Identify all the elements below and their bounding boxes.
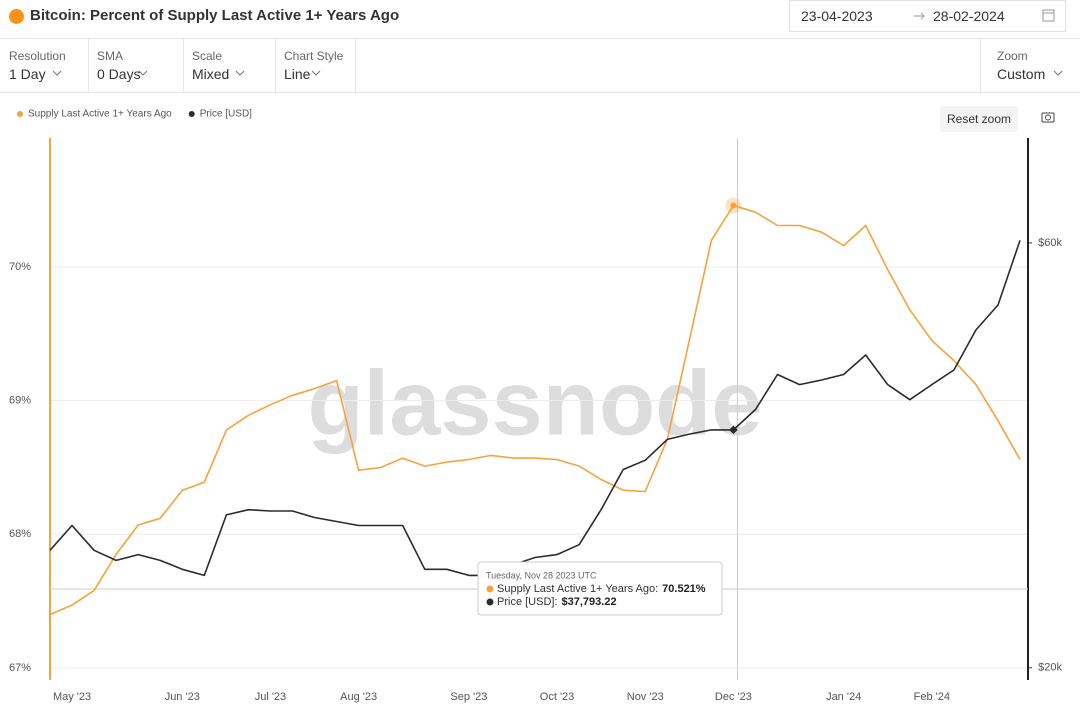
control-value: Custom <box>997 66 1046 82</box>
control-value: Line <box>284 66 311 82</box>
chevron <box>1053 70 1063 76</box>
x-tick-label: Jun '23 <box>165 691 200 703</box>
chevron-path <box>52 70 62 76</box>
chevron-path <box>1053 70 1063 76</box>
y-tick-label: 69% <box>9 395 31 407</box>
arrow <box>914 12 925 20</box>
tooltip-label: Supply Last Active 1+ Years Ago: <box>497 583 658 595</box>
bitcoin-icon <box>9 9 24 24</box>
x-tick-label: Aug '23 <box>340 691 377 703</box>
hover-point <box>729 425 738 435</box>
control-label: Zoom <box>997 49 1028 63</box>
control-label: Resolution <box>9 49 66 63</box>
x-tick-label: Jan '24 <box>826 691 861 703</box>
chevron <box>138 70 148 76</box>
camera-icon[interactable] <box>1041 112 1055 123</box>
y-tick-label: 70% <box>9 261 31 273</box>
chevron-path <box>311 70 321 76</box>
controls: Resolution 1 Day SMA 0 Days Scale Mixed Chart … <box>0 39 1080 93</box>
chevron <box>235 70 245 76</box>
tooltip-label: Price [USD]: <box>497 596 558 608</box>
y-tick-label: 68% <box>9 528 31 540</box>
chevron <box>311 70 321 76</box>
control-value: Mixed <box>192 66 230 82</box>
hover-point <box>730 202 737 209</box>
chevron-path <box>138 70 148 76</box>
tooltip-value: $37,793.22 <box>562 596 617 608</box>
legend-swatch <box>17 111 23 117</box>
x-tick-label: Oct '23 <box>540 691 575 703</box>
control[interactable]: Chart Style Line <box>275 39 356 92</box>
x-tick-label: Sep '23 <box>450 691 487 703</box>
calendar-icon[interactable] <box>1042 8 1055 22</box>
series-line <box>49 204 1021 616</box>
chevron <box>52 70 62 76</box>
x-tick-label: May '23 <box>53 691 91 703</box>
legend-swatch <box>188 111 195 117</box>
y2-tick-label: $20k <box>1038 662 1062 674</box>
x-tick-label: Nov '23 <box>627 691 664 703</box>
top-bar: Bitcoin: Percent of Supply Last Active 1… <box>0 0 1080 39</box>
x-tick-label: Jul '23 <box>255 691 286 703</box>
control-label: SMA <box>97 49 124 63</box>
tooltip-value: 70.521% <box>662 583 706 595</box>
x-tick-label: Dec '23 <box>715 691 752 703</box>
date-range[interactable]: 23-04-2023 28-02-2024 <box>789 0 1066 32</box>
watermark: glassnode <box>307 352 762 454</box>
series-line <box>49 240 1021 577</box>
title: Bitcoin: Percent of Supply Last Active 1… <box>30 7 400 24</box>
camera-lens <box>1045 114 1051 121</box>
control[interactable]: Scale Mixed <box>183 39 276 92</box>
tooltip-date: Tuesday, Nov 28 2023 UTC <box>486 570 597 580</box>
y2-tick-label: $60k <box>1038 237 1062 249</box>
chevron-path <box>235 70 245 76</box>
tooltip: Tuesday, Nov 28 2023 UTC Supply Last Acti… <box>477 561 723 616</box>
control-value: 0 Days <box>97 66 141 82</box>
date-to[interactable]: 28-02-2024 <box>933 8 1005 24</box>
y-tick-label: 67% <box>9 662 31 674</box>
date-from[interactable]: 23-04-2023 <box>801 8 873 24</box>
control[interactable]: Resolution 1 Day <box>0 39 89 92</box>
reset-zoom[interactable]: Reset zoom <box>940 106 1018 132</box>
zoom-control[interactable]: Zoom Custom <box>980 39 1080 92</box>
x-tick-label: Feb '24 <box>914 691 950 703</box>
control-label: Scale <box>192 49 223 63</box>
tooltip-swatch <box>486 585 494 593</box>
control-label: Chart Style <box>284 49 344 63</box>
control[interactable]: SMA 0 Days <box>88 39 184 92</box>
control-value: 1 Day <box>9 66 46 82</box>
tooltip-swatch <box>486 598 494 606</box>
legend-label: Price [USD] <box>200 109 252 120</box>
legend-label: Supply Last Active 1+ Years Ago <box>28 109 172 120</box>
tooltip-box <box>477 561 723 616</box>
